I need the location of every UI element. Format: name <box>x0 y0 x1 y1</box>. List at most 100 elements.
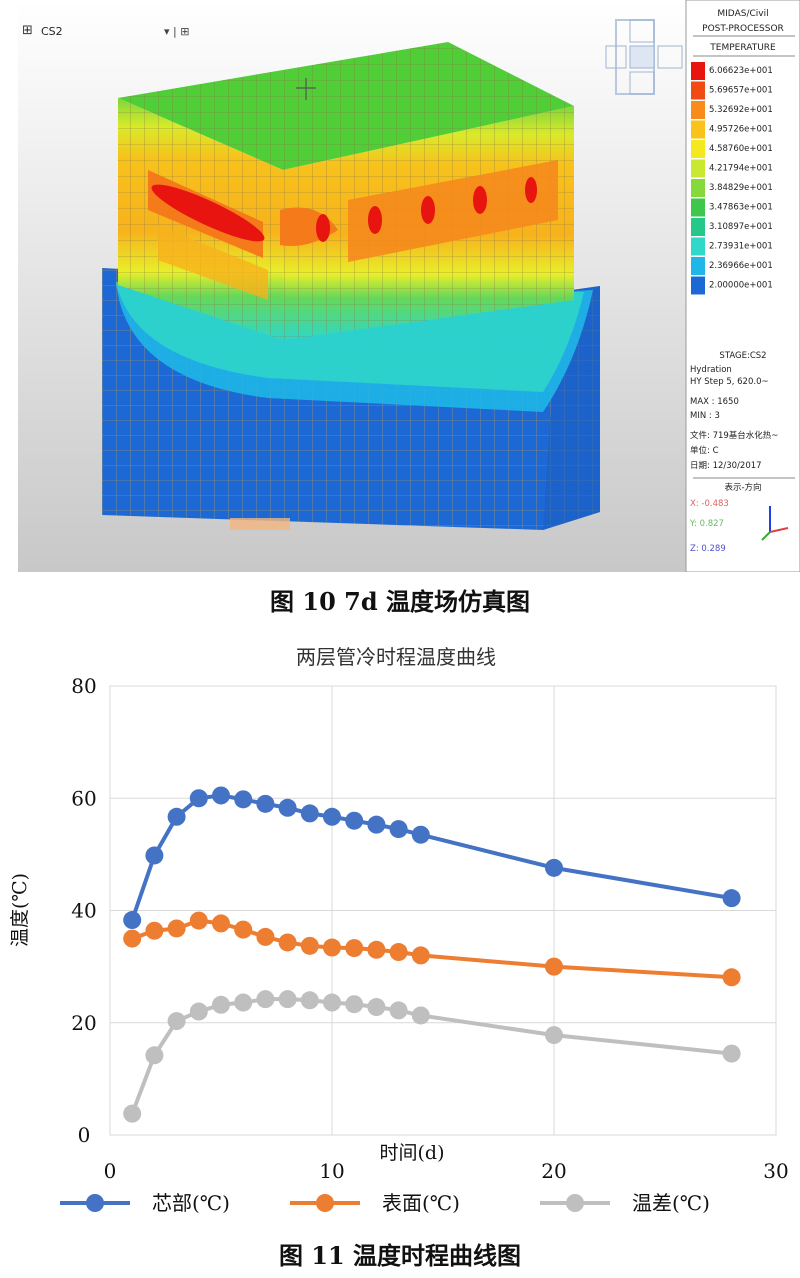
stage-info: STAGE:CS2 Hydration HY Step 5, 620.0~ MAX :… <box>690 351 778 471</box>
axis-ticks: 0 20 40 60 80 0 10 20 30 <box>71 674 788 1183</box>
series-1-point <box>145 921 164 940</box>
legend-value: 3.10897e+001 <box>709 222 773 232</box>
legend-value: 3.47863e+001 <box>709 203 773 213</box>
fe-simulation-figure: ⊞ CS2 ▾ | ⊞ <box>18 0 800 572</box>
series-1-point <box>545 957 563 976</box>
legend-value: 4.58760e+001 <box>709 144 773 154</box>
stage-info-line: 文件: 719基台水化热~ <box>690 430 778 441</box>
series-1-point <box>123 929 142 948</box>
y-axis-label: 温度(℃) <box>9 873 31 947</box>
series-2-point <box>367 998 386 1017</box>
legend-swatch <box>691 101 705 119</box>
legend-label: 芯部(℃) <box>152 1191 230 1215</box>
series-1-point <box>411 946 430 965</box>
stage-info-line: 日期: 12/30/2017 <box>690 461 762 471</box>
series-1-point <box>300 936 319 955</box>
axis-x-value: X: -0.483 <box>690 499 729 509</box>
series-1-point <box>256 927 275 946</box>
series-2-point <box>389 1001 408 1020</box>
x-tick-label: 20 <box>541 1159 566 1183</box>
series-1-point <box>722 968 741 987</box>
legend-value: 4.95726e+001 <box>709 125 773 135</box>
axis-y-value: Y: 0.827 <box>689 519 724 529</box>
legend-value: 5.32692e+001 <box>709 105 773 115</box>
y-tick-label: 0 <box>78 1123 91 1147</box>
stage-info-line: Hydration <box>690 365 732 375</box>
legend-swatch <box>691 62 705 80</box>
series-0-point <box>145 846 164 865</box>
support-marker <box>230 518 290 530</box>
series-0-point <box>545 858 563 877</box>
legend-swatch <box>691 140 705 158</box>
legend-swatch <box>691 237 705 256</box>
series-2-point <box>300 991 319 1010</box>
x-tick-label: 0 <box>104 1159 117 1183</box>
legend-value: 2.36966e+001 <box>709 261 773 271</box>
series-1-point <box>389 943 408 962</box>
series-2-point <box>411 1006 430 1025</box>
stage-toolbar[interactable]: ⊞ CS2 ▾ | ⊞ <box>22 23 189 38</box>
series-2-point <box>189 1002 208 1021</box>
legend-marker <box>86 1194 104 1212</box>
cooling-pipe-hot-zones <box>148 160 558 300</box>
stage-info-line: MAX : 1650 <box>690 397 739 407</box>
series-2-point <box>234 993 253 1012</box>
temperature-legend: 6.06623e+001 5.69657e+001 5.32692e+001 4.95… <box>691 62 773 295</box>
figure-10-caption: 图 10 7d 温度场仿真图 <box>270 587 530 616</box>
series-2-point <box>323 993 341 1012</box>
axis-triad-icon <box>761 506 789 541</box>
y-tick-label: 60 <box>71 786 96 810</box>
chart-title: 两层管冷时程温度曲线 <box>296 645 496 669</box>
legend-swatch <box>691 218 705 236</box>
gridlines <box>109 685 777 1136</box>
legend-swatch <box>691 179 705 197</box>
legend-label: 表面(℃) <box>382 1191 460 1215</box>
legend-value: 6.06623e+001 <box>709 66 773 76</box>
legend-value: 4.21794e+001 <box>709 164 773 174</box>
series-1-point <box>189 911 208 930</box>
legend-value: 2.73931e+001 <box>709 242 773 252</box>
legend-swatch <box>691 257 705 275</box>
series-2-point <box>278 990 297 1009</box>
y-tick-label: 80 <box>71 674 96 698</box>
series-1-point <box>345 939 364 958</box>
series-0-point <box>367 815 386 834</box>
legend-swatch <box>691 159 705 178</box>
stage-select-value[interactable]: CS2 <box>41 25 63 38</box>
stage-info-line: 单位: C <box>690 445 719 456</box>
series-2-point <box>167 1012 186 1031</box>
y-tick-label: 40 <box>71 899 96 923</box>
series-0-point <box>123 911 142 930</box>
x-tick-label: 30 <box>763 1159 788 1183</box>
post-processor-panel: MIDAS/Civil POST-PROCESSOR TEMPERATURE 6… <box>685 0 800 572</box>
panel-title-3: TEMPERATURE <box>709 43 776 53</box>
series-0-point <box>389 820 408 839</box>
legend-value: 3.84829e+001 <box>709 183 773 193</box>
legend-swatch <box>691 120 705 139</box>
series-0-point <box>323 807 341 826</box>
series-0-point <box>234 790 253 809</box>
series-0-point <box>300 804 319 823</box>
series-2-point <box>145 1046 164 1065</box>
series-1-point <box>278 933 297 952</box>
stage-info-line: MIN : 3 <box>690 411 720 421</box>
svg-text:⊞: ⊞ <box>22 23 33 38</box>
series-0-point <box>167 807 186 826</box>
stage-info-line: HY Step 5, 620.0~ <box>690 377 769 387</box>
series-line-1 <box>131 918 732 980</box>
stage-info-line: STAGE:CS2 <box>719 351 766 361</box>
x-axis-label: 时间(d) <box>380 1142 445 1164</box>
series-1-point <box>234 920 253 939</box>
series-2-point <box>256 990 275 1009</box>
x-tick-label: 10 <box>319 1159 344 1183</box>
axis-z-value: Z: 0.289 <box>690 544 726 554</box>
series-0-point <box>722 889 741 908</box>
legend-value: 5.69657e+001 <box>709 86 773 96</box>
panel-title-1: MIDAS/Civil <box>717 9 768 19</box>
series-1-point <box>167 919 186 938</box>
series-line-2 <box>130 997 732 1115</box>
view-cube-icon[interactable] <box>605 19 683 95</box>
series-0-point <box>189 789 208 808</box>
series-0-point <box>411 825 430 844</box>
series-2-point <box>722 1044 741 1063</box>
